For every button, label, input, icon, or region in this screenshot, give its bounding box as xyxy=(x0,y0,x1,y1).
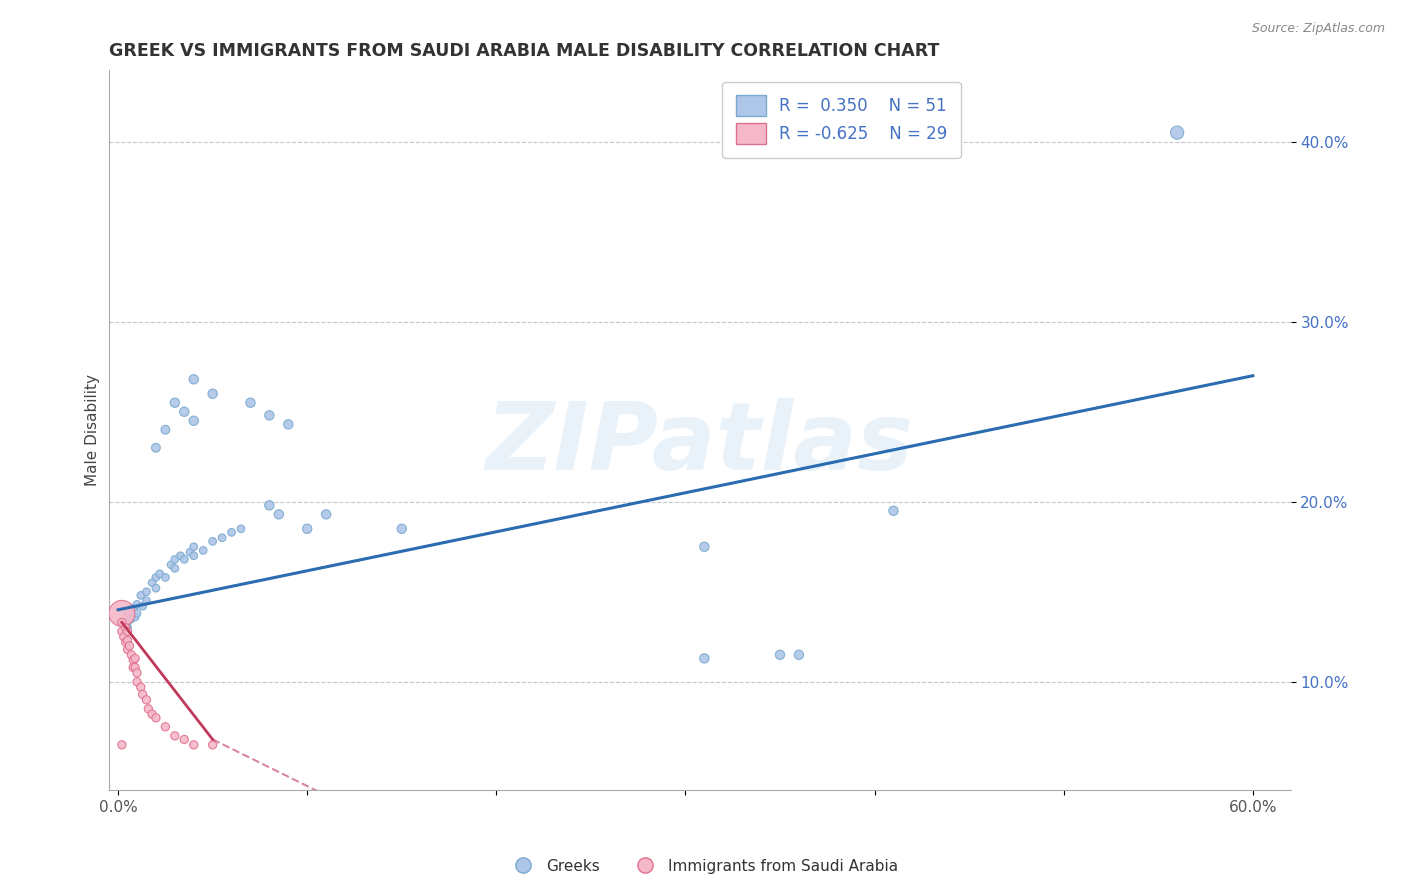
Legend: R =  0.350    N = 51, R = -0.625    N = 29: R = 0.350 N = 51, R = -0.625 N = 29 xyxy=(723,81,960,158)
Point xyxy=(131,687,153,701)
Point xyxy=(693,540,716,554)
Point xyxy=(149,566,172,581)
Point xyxy=(229,522,252,536)
Point xyxy=(111,607,134,621)
Point xyxy=(114,621,136,635)
Legend: Greeks, Immigrants from Saudi Arabia: Greeks, Immigrants from Saudi Arabia xyxy=(502,853,904,880)
Point xyxy=(111,624,134,639)
Point xyxy=(267,508,290,522)
Point xyxy=(112,630,135,644)
Text: ZIPatlas: ZIPatlas xyxy=(485,398,914,490)
Point xyxy=(145,570,167,584)
Point xyxy=(173,552,195,566)
Point xyxy=(117,607,139,621)
Point xyxy=(183,549,205,563)
Point xyxy=(124,610,146,624)
Point xyxy=(277,417,299,432)
Point xyxy=(179,545,201,559)
Point xyxy=(135,594,157,608)
Point xyxy=(141,575,163,590)
Point xyxy=(201,534,224,549)
Point xyxy=(769,648,792,662)
Text: GREEK VS IMMIGRANTS FROM SAUDI ARABIA MALE DISABILITY CORRELATION CHART: GREEK VS IMMIGRANTS FROM SAUDI ARABIA MA… xyxy=(108,42,939,60)
Point xyxy=(693,651,716,665)
Point xyxy=(183,414,205,428)
Point xyxy=(173,405,195,419)
Point xyxy=(122,660,145,674)
Y-axis label: Male Disability: Male Disability xyxy=(86,374,100,486)
Point xyxy=(125,674,148,689)
Point xyxy=(125,665,148,680)
Point xyxy=(122,601,145,615)
Point xyxy=(163,561,186,575)
Point xyxy=(118,639,141,653)
Point xyxy=(117,621,139,635)
Point xyxy=(124,660,146,674)
Point xyxy=(201,738,224,752)
Point xyxy=(120,612,142,626)
Point xyxy=(122,653,145,667)
Point xyxy=(1166,126,1188,140)
Point xyxy=(155,423,177,437)
Point xyxy=(173,732,195,747)
Point xyxy=(315,508,337,522)
Point xyxy=(111,615,134,630)
Point xyxy=(145,441,167,455)
Point xyxy=(193,543,215,558)
Point xyxy=(259,499,281,513)
Point xyxy=(882,504,904,518)
Point xyxy=(131,599,153,614)
Point xyxy=(163,395,186,409)
Point xyxy=(160,558,183,572)
Point xyxy=(787,648,810,662)
Point xyxy=(125,607,148,621)
Point xyxy=(135,693,157,707)
Point xyxy=(183,372,205,386)
Point xyxy=(145,581,167,595)
Point xyxy=(120,648,142,662)
Point xyxy=(145,711,167,725)
Point xyxy=(163,552,186,566)
Point xyxy=(117,642,139,657)
Point xyxy=(111,738,134,752)
Point xyxy=(114,635,136,649)
Point xyxy=(391,522,413,536)
Point xyxy=(183,540,205,554)
Point xyxy=(211,531,233,545)
Point xyxy=(129,680,152,694)
Point xyxy=(155,570,177,584)
Point xyxy=(201,386,224,401)
Point xyxy=(125,598,148,612)
Point xyxy=(155,720,177,734)
Point xyxy=(117,633,139,648)
Point xyxy=(141,707,163,722)
Point xyxy=(183,738,205,752)
Point xyxy=(163,729,186,743)
Point xyxy=(124,651,146,665)
Point xyxy=(239,395,262,409)
Point xyxy=(129,588,152,602)
Text: Source: ZipAtlas.com: Source: ZipAtlas.com xyxy=(1251,22,1385,36)
Point xyxy=(138,702,160,716)
Point xyxy=(295,522,318,536)
Point xyxy=(117,624,139,639)
Point xyxy=(221,525,243,540)
Point xyxy=(135,584,157,599)
Point xyxy=(117,615,139,630)
Point xyxy=(259,409,281,423)
Point xyxy=(169,549,191,563)
